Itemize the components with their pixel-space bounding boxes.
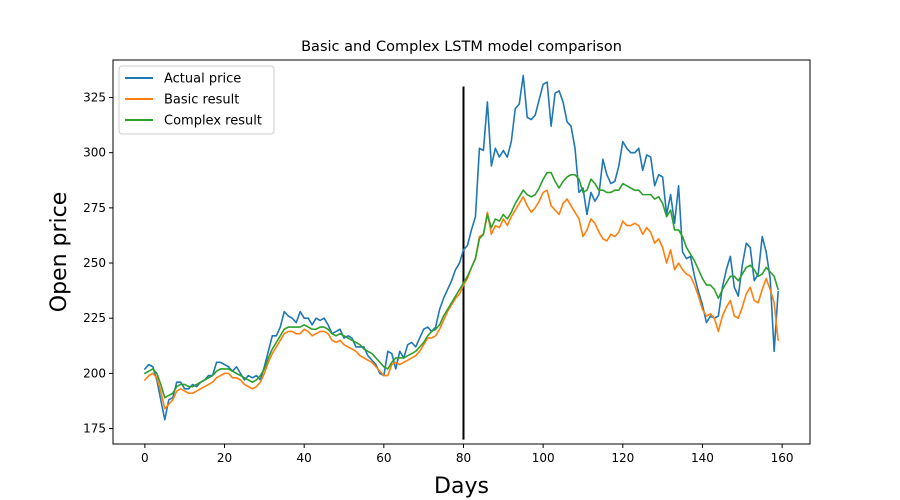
x-tick-label: 160: [771, 451, 794, 465]
y-tick-label: 275: [83, 201, 106, 215]
x-tick-label: 60: [376, 451, 391, 465]
legend-label: Complex result: [164, 114, 262, 129]
x-tick-label: 100: [532, 451, 555, 465]
series-line-2: [144, 171, 779, 399]
y-axis: 175 200 225 250 275 300 325: [83, 91, 113, 436]
series-line-1: [144, 189, 779, 410]
y-tick-label: 250: [83, 256, 106, 270]
y-tick-label: 200: [83, 366, 106, 380]
y-tick-label: 325: [83, 91, 106, 105]
x-tick-label: 80: [456, 451, 471, 465]
legend-label: Basic result: [164, 93, 239, 108]
y-tick-label: 175: [83, 422, 106, 436]
legend-label: Actual price: [164, 72, 241, 87]
x-tick-label: 20: [217, 451, 232, 465]
legend: Actual price Basic result Complex result: [118, 65, 275, 135]
y-tick-label: 225: [83, 311, 106, 325]
series-layer: [144, 74, 779, 421]
x-axis: 0 20 40 60 80 100 120 140 160: [141, 444, 794, 465]
legend-box: [118, 65, 275, 135]
series-line-0: [144, 74, 779, 421]
x-tick-label: 140: [691, 451, 714, 465]
x-tick-label: 0: [141, 451, 149, 465]
chart-title: Basic and Complex LSTM model comparison: [301, 39, 622, 55]
x-axis-title: Days: [434, 474, 489, 499]
y-tick-label: 300: [83, 146, 106, 160]
y-axis-title: Open price: [47, 192, 72, 313]
x-tick-label: 120: [611, 451, 634, 465]
plot-frame: [112, 59, 811, 445]
x-tick-label: 40: [297, 451, 312, 465]
